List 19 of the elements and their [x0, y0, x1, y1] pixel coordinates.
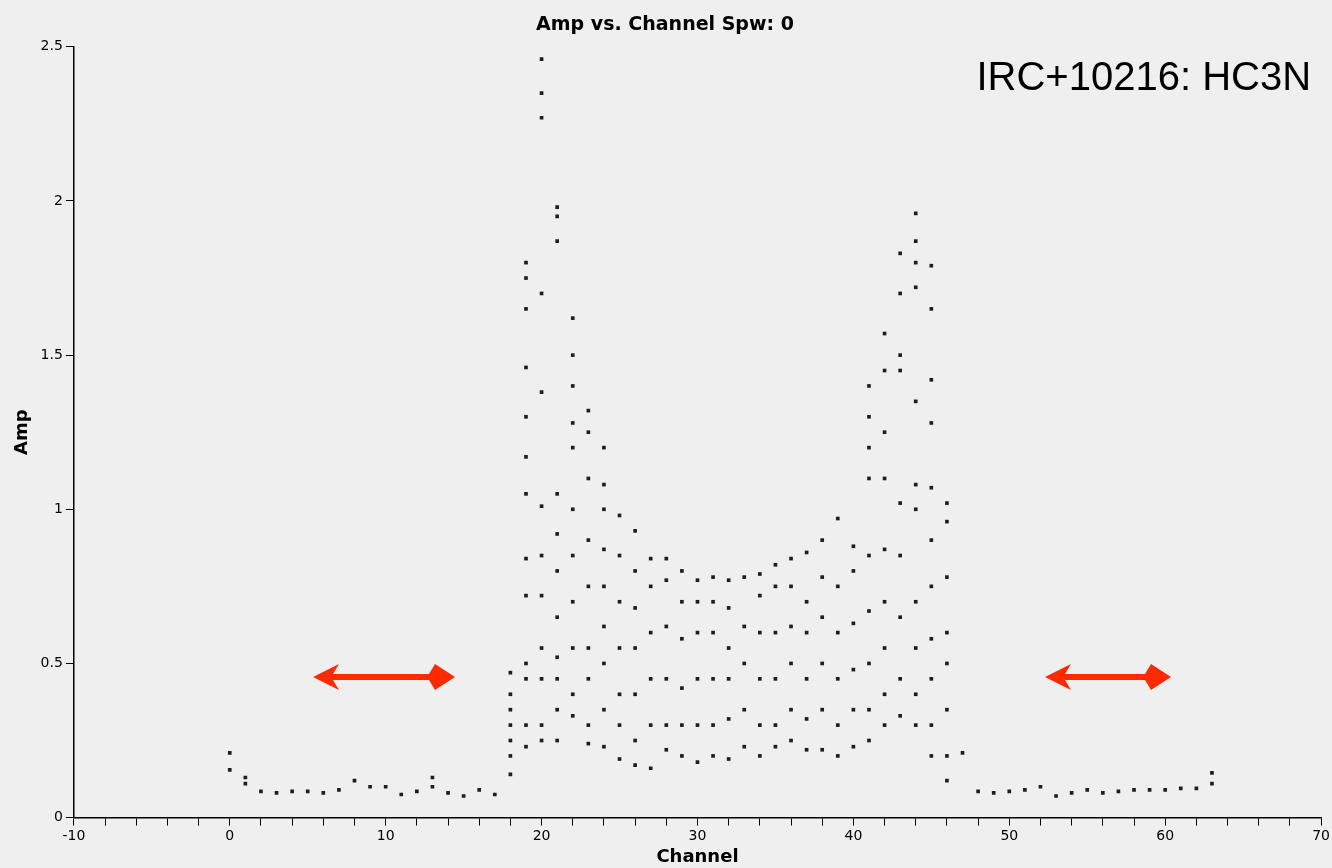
x-tick-label: 0 [225, 826, 235, 843]
y-tick-label: 1 [53, 499, 63, 516]
x-tick-label: 50 [1000, 826, 1019, 843]
x-tick-label: 70 [1312, 826, 1331, 843]
x-tick-label: -10 [62, 826, 86, 843]
y-tick-label: 2 [53, 191, 63, 208]
x-tick-label: 60 [1156, 826, 1175, 843]
x-tick-label: 20 [532, 826, 551, 843]
x-axis-title: Channel [656, 844, 739, 866]
x-tick-label: 40 [844, 826, 863, 843]
y-tick-label: 0 [53, 808, 63, 825]
annotation: IRC+10216: HC3N [976, 53, 1312, 98]
x-tick-label: 30 [688, 826, 707, 843]
chart-title: Amp vs. Channel Spw: 0 [536, 12, 794, 35]
y-tick-label: 1.5 [40, 345, 63, 362]
y-tick-label: 2.5 [40, 37, 63, 54]
x-tick-label: 10 [376, 826, 395, 843]
y-axis-title: Amp [10, 409, 32, 455]
y-tick-label: 0.5 [40, 654, 63, 671]
